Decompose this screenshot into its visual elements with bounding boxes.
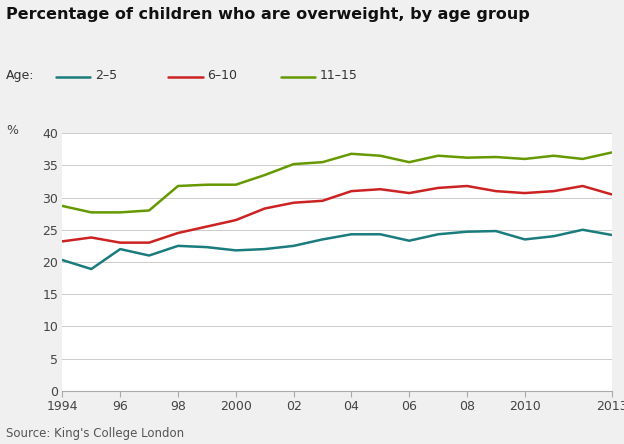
- Text: Source: King's College London: Source: King's College London: [6, 427, 184, 440]
- Text: 11–15: 11–15: [319, 69, 358, 82]
- Text: %: %: [6, 124, 18, 137]
- Text: Age:: Age:: [6, 69, 35, 82]
- Text: 6–10: 6–10: [207, 69, 237, 82]
- Text: Percentage of children who are overweight, by age group: Percentage of children who are overweigh…: [6, 7, 530, 22]
- Text: 2–5: 2–5: [95, 69, 117, 82]
